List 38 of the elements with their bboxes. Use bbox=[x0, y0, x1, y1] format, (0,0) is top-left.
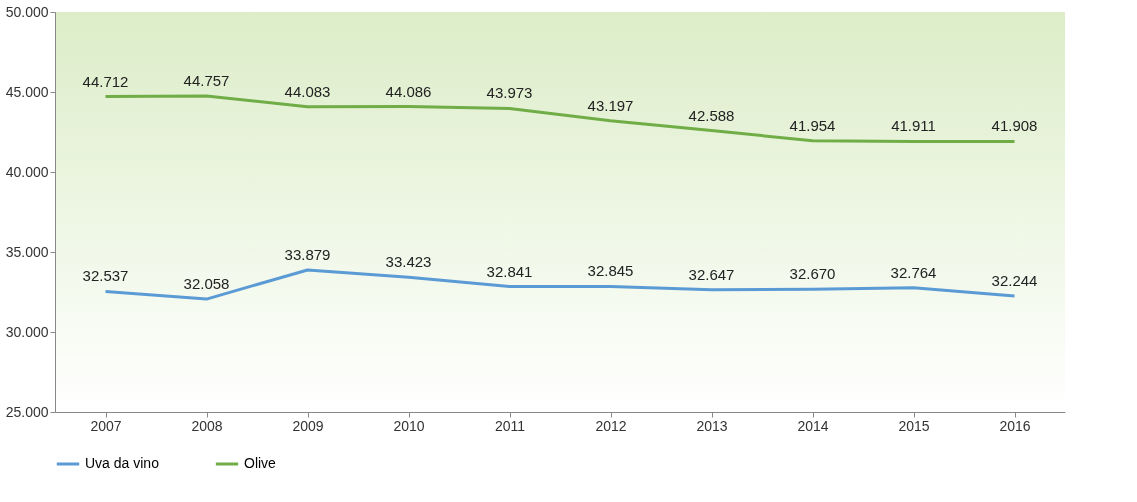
y-tick-label: 40.000 bbox=[5, 163, 49, 180]
x-tick-label: 2015 bbox=[898, 417, 930, 434]
data-label: 44.757 bbox=[183, 71, 230, 89]
data-label: 43.197 bbox=[587, 96, 634, 114]
x-tick-label: 2007 bbox=[90, 417, 122, 434]
y-tick-label: 30.000 bbox=[5, 323, 49, 340]
data-label: 44.083 bbox=[284, 82, 331, 100]
y-tick-label: 25.000 bbox=[5, 403, 49, 420]
x-tick-label: 2013 bbox=[696, 417, 728, 434]
x-tick-label: 2016 bbox=[999, 417, 1031, 434]
data-label: 32.244 bbox=[991, 272, 1038, 290]
data-label: 32.647 bbox=[688, 265, 735, 283]
data-label: 41.954 bbox=[789, 116, 836, 134]
x-tick-label: 2008 bbox=[191, 417, 223, 434]
y-tick-label: 45.000 bbox=[5, 83, 49, 100]
data-label: 32.764 bbox=[890, 263, 937, 281]
x-tick-label: 2009 bbox=[292, 417, 324, 434]
data-label: 43.973 bbox=[486, 84, 533, 102]
x-tick-label: 2010 bbox=[393, 417, 425, 434]
data-label: 41.911 bbox=[891, 117, 936, 135]
data-label: 42.588 bbox=[688, 106, 735, 124]
data-label: 44.086 bbox=[385, 82, 432, 100]
data-label: 32.670 bbox=[789, 265, 836, 283]
y-tick-label: 50.000 bbox=[5, 3, 49, 20]
x-tick-label: 2011 bbox=[494, 417, 526, 434]
data-label: 32.845 bbox=[587, 262, 634, 280]
data-label: 32.537 bbox=[82, 267, 129, 285]
x-tick-label: 2012 bbox=[595, 417, 627, 434]
data-label: 32.058 bbox=[183, 275, 230, 293]
data-label: 32.841 bbox=[486, 262, 533, 280]
legend-label: Olive bbox=[244, 455, 277, 471]
data-label: 33.423 bbox=[385, 253, 432, 271]
data-label: 44.712 bbox=[82, 72, 129, 90]
data-label: 41.908 bbox=[991, 117, 1038, 135]
x-tick-label: 2014 bbox=[797, 417, 829, 434]
y-tick-label: 35.000 bbox=[5, 243, 49, 260]
legend-label: Uva da vino bbox=[85, 455, 160, 471]
data-label: 33.879 bbox=[284, 245, 331, 263]
